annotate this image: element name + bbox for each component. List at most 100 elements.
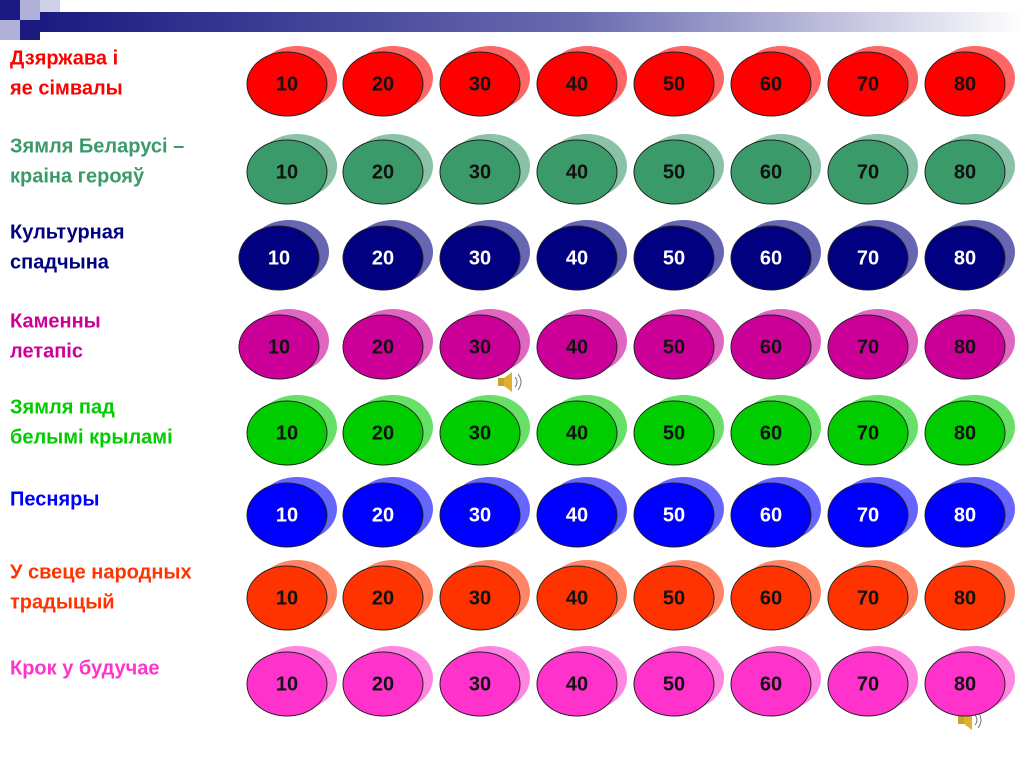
question-button[interactable]: 20 [342,309,433,380]
button-value: 30 [469,247,491,269]
question-button[interactable]: 80 [924,477,1015,548]
question-button[interactable]: 80 [924,560,1015,631]
question-button[interactable]: 50 [633,477,724,548]
question-button[interactable]: 60 [730,220,821,291]
question-button[interactable]: 70 [827,395,918,466]
button-face [439,314,521,380]
question-button[interactable]: 50 [633,46,724,117]
question-button[interactable]: 70 [827,477,918,548]
question-button[interactable]: 10 [246,646,337,717]
question-button[interactable]: 30 [439,309,530,380]
question-button[interactable]: 40 [536,46,627,117]
question-button[interactable]: 20 [342,220,433,291]
question-button[interactable]: 40 [536,134,627,205]
question-button[interactable]: 60 [730,134,821,205]
button-value: 80 [954,504,976,526]
question-button[interactable]: 60 [730,560,821,631]
button-value: 20 [372,161,394,183]
question-button[interactable]: 60 [730,395,821,466]
category-label: белымі крыламі [10,426,173,448]
question-button[interactable]: 10 [246,477,337,548]
button-face [827,482,909,548]
button-value: 80 [954,73,976,95]
question-button[interactable]: 70 [827,46,918,117]
question-button[interactable]: 60 [730,646,821,717]
question-button[interactable]: 60 [730,477,821,548]
button-face [827,225,909,291]
question-button[interactable]: 10 [246,560,337,631]
question-button[interactable]: 50 [633,646,724,717]
question-button[interactable]: 40 [536,477,627,548]
button-face [730,651,812,717]
question-button[interactable]: 20 [342,477,433,548]
question-button[interactable]: 30 [439,134,530,205]
question-button[interactable]: 70 [827,560,918,631]
question-button[interactable]: 30 [439,560,530,631]
question-button[interactable]: 80 [924,395,1015,466]
question-button[interactable]: 50 [633,309,724,380]
question-button[interactable]: 70 [827,646,918,717]
question-button[interactable]: 20 [342,646,433,717]
button-value: 30 [469,673,491,695]
button-face [633,51,715,117]
button-value: 80 [954,422,976,444]
question-button[interactable]: 30 [439,46,530,117]
question-button[interactable]: 40 [536,395,627,466]
question-button[interactable]: 80 [924,309,1015,380]
button-face [827,51,909,117]
question-button[interactable]: 20 [342,46,433,117]
button-value: 40 [566,587,588,609]
question-button[interactable]: 10 [238,309,329,380]
question-button[interactable]: 20 [342,560,433,631]
question-button[interactable]: 30 [439,220,530,291]
button-face [924,482,1006,548]
question-button[interactable]: 30 [439,646,530,717]
button-value: 40 [566,504,588,526]
question-button[interactable]: 50 [633,395,724,466]
question-button[interactable]: 80 [924,46,1015,117]
button-face [342,225,424,291]
question-button[interactable]: 40 [536,309,627,380]
button-face [246,51,328,117]
question-button[interactable]: 10 [246,46,337,117]
question-button[interactable]: 30 [439,477,530,548]
question-button[interactable]: 50 [633,220,724,291]
question-button[interactable]: 40 [536,560,627,631]
question-button[interactable]: 10 [246,395,337,466]
button-face [238,314,320,380]
question-button[interactable]: 10 [246,134,337,205]
question-button[interactable]: 20 [342,134,433,205]
button-value: 70 [857,587,879,609]
button-value: 80 [954,673,976,695]
button-face [730,565,812,631]
question-button[interactable]: 70 [827,220,918,291]
question-button[interactable]: 70 [827,134,918,205]
button-value: 20 [372,673,394,695]
question-button[interactable]: 80 [924,646,1015,717]
question-button[interactable]: 40 [536,646,627,717]
button-face [439,482,521,548]
button-value: 10 [268,336,290,358]
button-value: 40 [566,336,588,358]
button-value: 70 [857,73,879,95]
button-face [730,139,812,205]
question-button[interactable]: 80 [924,134,1015,205]
question-button[interactable]: 50 [633,134,724,205]
question-button[interactable]: 50 [633,560,724,631]
button-value: 30 [469,161,491,183]
button-face [536,225,618,291]
question-button[interactable]: 30 [439,395,530,466]
button-face [238,225,320,291]
button-face [246,139,328,205]
button-face [924,139,1006,205]
button-value: 10 [276,587,298,609]
question-button[interactable]: 80 [924,220,1015,291]
question-button[interactable]: 60 [730,46,821,117]
question-button[interactable]: 20 [342,395,433,466]
button-face [633,482,715,548]
question-button[interactable]: 10 [238,220,329,291]
question-button[interactable]: 40 [536,220,627,291]
question-button[interactable]: 60 [730,309,821,380]
question-button[interactable]: 70 [827,309,918,380]
